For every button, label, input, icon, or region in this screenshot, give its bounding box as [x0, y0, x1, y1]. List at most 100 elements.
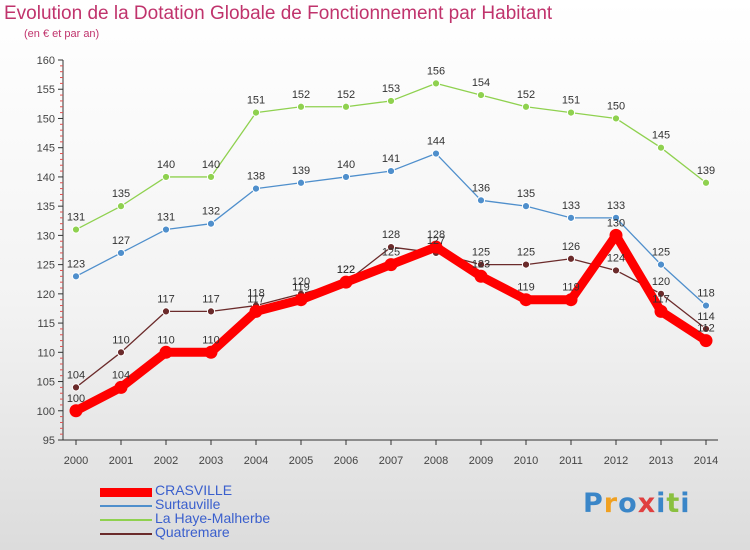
data-point-quatremare [161, 307, 171, 316]
data-label-quatremare: 110 [112, 334, 130, 346]
x-tick-label: 2002 [154, 455, 178, 467]
x-tick-label: 2012 [604, 455, 628, 467]
data-label-la-haye-malherbe: 139 [697, 165, 715, 177]
data-label-surtauville: 125 [652, 247, 670, 259]
data-label-quatremare: 120 [652, 276, 670, 288]
legend-label: CRASVILLE [155, 482, 233, 498]
data-point-la-haye-malherbe [341, 102, 351, 111]
x-tick-label: 2005 [289, 455, 313, 467]
data-point-crasville [114, 380, 128, 394]
x-tick-label: 2010 [514, 455, 538, 467]
x-tick-label: 2009 [469, 455, 493, 467]
line-chart: 95 100 105 110 115 120 125 130 135 140 145 150 155 16… [37, 55, 719, 467]
legend-label: La Haye-Malherbe [155, 510, 271, 526]
data-point-surtauville [116, 248, 126, 258]
legend-swatch [100, 505, 152, 507]
data-point-la-haye-malherbe [611, 114, 621, 123]
x-tick-label: 2011 [559, 455, 583, 467]
data-point-surtauville [341, 172, 351, 182]
data-point-surtauville [521, 202, 531, 211]
data-point-la-haye-malherbe [116, 202, 126, 211]
data-point-crasville [654, 304, 668, 318]
data-point-la-haye-malherbe [521, 102, 531, 111]
data-point-surtauville [296, 178, 306, 187]
data-point-surtauville [476, 196, 486, 205]
y-tick-label: 145 [37, 143, 55, 155]
data-point-surtauville [251, 184, 261, 193]
data-point-la-haye-malherbe [476, 90, 486, 100]
data-point-la-haye-malherbe [386, 96, 396, 106]
data-label-surtauville: 139 [292, 165, 310, 177]
data-point-crasville [384, 258, 398, 272]
x-tick-label: 2007 [379, 455, 403, 467]
data-label-la-haye-malherbe: 151 [562, 95, 580, 107]
data-point-crasville [699, 334, 713, 348]
data-label-crasville: 117 [247, 293, 265, 305]
data-point-surtauville [431, 149, 441, 158]
data-label-surtauville: 123 [67, 258, 85, 270]
data-point-surtauville [206, 219, 216, 228]
data-label-quatremare: 125 [472, 247, 490, 259]
data-point-quatremare [116, 348, 126, 357]
data-label-crasville: 125 [382, 247, 400, 259]
x-tick-label: 2000 [64, 455, 88, 467]
data-label-quatremare: 122 [337, 264, 355, 276]
proxiti-logo: Proxiti [583, 488, 691, 519]
data-point-crasville [474, 269, 488, 283]
data-point-la-haye-malherbe [161, 172, 171, 182]
data-label-surtauville: 140 [337, 159, 355, 171]
data-point-crasville [294, 293, 308, 307]
y-tick-label: 100 [37, 406, 55, 418]
data-point-quatremare [566, 254, 576, 263]
data-label-surtauville: 133 [607, 200, 625, 212]
legend-swatch [100, 487, 152, 497]
y-tick-label: 105 [37, 377, 55, 389]
data-point-quatremare [656, 289, 666, 298]
data-label-surtauville: 132 [202, 206, 220, 218]
data-label-la-haye-malherbe: 152 [292, 89, 310, 101]
data-point-surtauville [566, 213, 576, 222]
logo-letter: t [666, 488, 681, 519]
data-point-crasville [564, 293, 578, 307]
data-point-quatremare [206, 307, 216, 316]
data-label-la-haye-malherbe: 150 [607, 100, 625, 112]
data-label-quatremare: 127 [427, 235, 445, 247]
data-label-crasville: 123 [472, 258, 490, 270]
y-tick-label: 135 [37, 201, 55, 213]
data-point-crasville [69, 404, 83, 418]
data-point-la-haye-malherbe [296, 102, 306, 111]
data-point-crasville [519, 293, 533, 307]
y-tick-label: 115 [37, 318, 55, 330]
data-label-la-haye-malherbe: 156 [427, 65, 445, 77]
y-tick-label: 160 [37, 55, 55, 67]
x-tick-label: 2003 [199, 455, 223, 467]
data-label-surtauville: 141 [382, 153, 400, 165]
data-label-surtauville: 144 [427, 136, 445, 148]
data-point-crasville [249, 304, 263, 318]
data-label-crasville: 104 [112, 369, 130, 381]
data-point-crasville [609, 228, 623, 242]
data-point-quatremare [476, 260, 486, 269]
data-label-surtauville: 133 [562, 200, 580, 212]
data-label-crasville: 112 [697, 323, 715, 335]
data-point-la-haye-malherbe [566, 108, 576, 117]
data-label-quatremare: 120 [292, 276, 310, 288]
y-tick-label: 125 [37, 260, 55, 272]
data-label-quatremare: 114 [697, 311, 715, 323]
data-label-crasville: 110 [157, 334, 175, 346]
data-label-crasville: 100 [67, 393, 85, 405]
data-label-surtauville: 127 [112, 235, 130, 247]
data-label-crasville: 119 [292, 282, 310, 294]
data-point-crasville [159, 345, 173, 359]
data-point-la-haye-malherbe [701, 178, 711, 187]
y-tick-label: 120 [37, 289, 55, 301]
chart-title: Evolution de la Dotation Globale de Fonc… [4, 3, 553, 24]
x-tick-label: 2001 [109, 455, 133, 467]
data-point-la-haye-malherbe [251, 108, 261, 117]
data-label-crasville: 110 [202, 334, 220, 346]
legend-swatch [100, 533, 152, 535]
x-tick-label: 2013 [649, 455, 673, 467]
data-label-quatremare: 124 [607, 252, 625, 264]
data-label-la-haye-malherbe: 151 [247, 95, 265, 107]
